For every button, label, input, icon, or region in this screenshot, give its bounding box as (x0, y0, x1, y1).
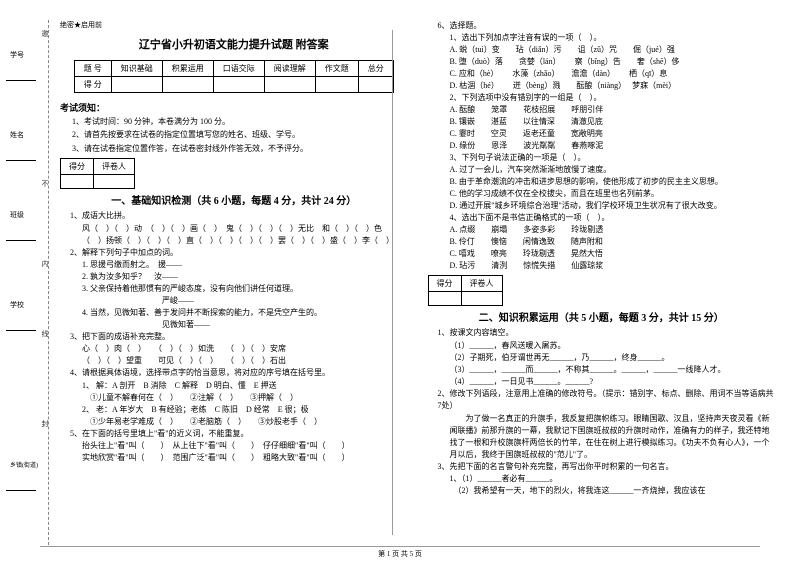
page-content: 绝密★启用前 辽宁省小升初语文能力提升试题 附答案 题 号 知识基础 积累运用 … (0, 0, 800, 512)
notice-item: 3、请在试卷指定位置作答，在试卷密封线外作答无效，不予评分。 (72, 143, 408, 155)
section-title: 一、基础知识检测（共 6 小题，每题 4 分，共计 24 分） (60, 192, 408, 207)
question: 2、解释下列句子中加点的词。 (70, 247, 408, 259)
notice-item: 2、请首先按要求在试卷的指定位置填写您的姓名、班级、学号。 (72, 129, 408, 141)
binding-sidebar: 学号 姓名 班级 学校 乡镇(街道) 邀 不 内 线 封 (0, 0, 55, 565)
field-label: 乡镇(街道) (10, 460, 38, 469)
field-label: 学校 (10, 300, 24, 310)
question: 3、把下面的成语补充完整。 (70, 331, 408, 343)
secret-mark: 绝密★启用前 (60, 20, 408, 30)
question: 2、修改下列语段，注意用上准确的修改符号。（提示：错别字、标点、删除、用词不当等… (438, 388, 776, 413)
notice-item: 1、考试时间：90 分钟，本卷满分为 100 分。 (72, 116, 408, 128)
notice-head: 考试须知： (60, 101, 408, 114)
question: 1、成语大比拼。 (70, 210, 408, 222)
question: 3、先把下面的名言警句补充完整，再写出你平时积累的一句名言。 (438, 461, 776, 473)
exam-title: 辽宁省小升初语文能力提升试题 附答案 (60, 36, 408, 52)
rater-table: 得分评卷人 (428, 275, 503, 306)
field-label: 姓名 (10, 130, 24, 140)
rater-table: 得分评卷人 (60, 158, 135, 189)
question: 5、在下面的括号里填上"看"的近义词，不能重复。 (70, 428, 408, 440)
score-table: 题 号 知识基础 积累运用 口语交际 阅读理解 作文题 总分 得 分 (74, 60, 394, 93)
right-column: 6、选择题。 1、选出下列加点字注音有误的一项（ ）。 A. 蜕（tuì）变 玷… (428, 20, 776, 497)
field-label: 学号 (10, 50, 24, 60)
left-column: 绝密★启用前 辽宁省小升初语文能力提升试题 附答案 题 号 知识基础 积累运用 … (60, 20, 408, 497)
passage: 为了做一名真正的升旗手，我反复把旗帜练习。眼睛国歌、汉且，坚持声天夜灵看《新闻联… (450, 413, 776, 461)
section-title: 二、知识积累运用（共 5 小题，每题 3 分，共计 15 分） (428, 309, 776, 324)
question: 1、按课文内容填空。 (438, 327, 776, 339)
question: 4、请根据具体语境，选择带点字的恰当意思，将对应的序号填在括号里。 (70, 367, 408, 379)
page-footer: 第 1 页 共 5 页 (0, 546, 800, 559)
question: 6、选择题。 (438, 20, 776, 32)
field-label: 班级 (10, 210, 24, 220)
